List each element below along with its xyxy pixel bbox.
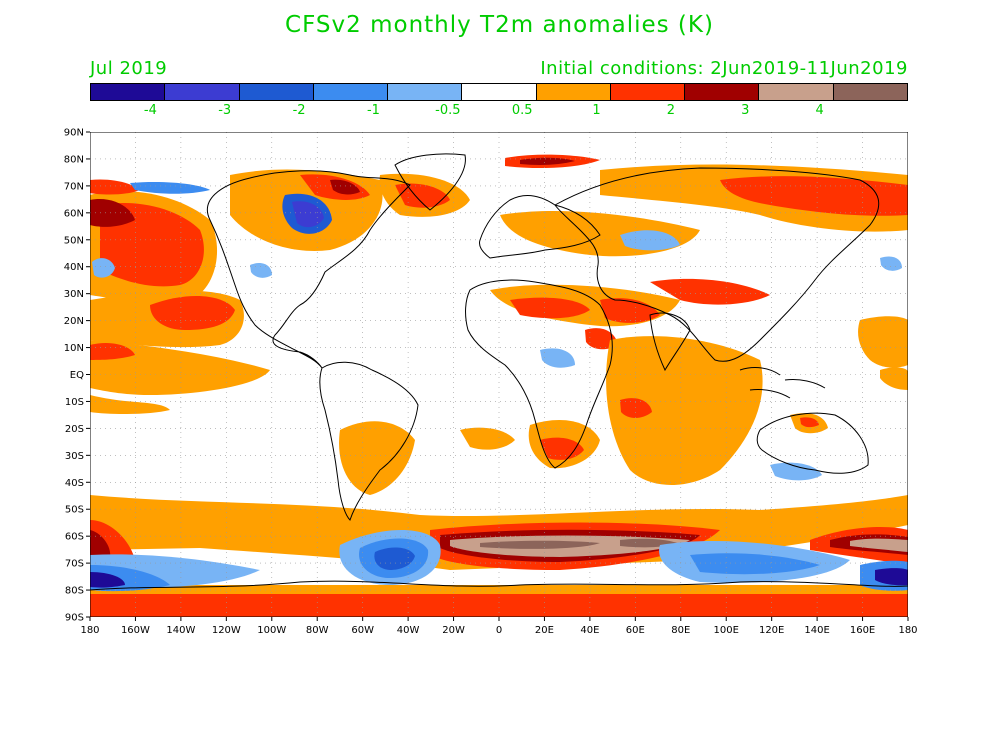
colorbar-swatch [313,84,389,100]
colorbar-label: 3 [741,103,750,118]
lon-tick-label: 80E [671,625,690,636]
lat-tick-label: 20S [65,424,84,435]
latitude-axis: 90N 80N 70N 60N 50N 40N 30N 20N 10N EQ 10S 20S 30S 40… [64,128,90,624]
colorbar-swatch [685,84,760,100]
lat-tick-label: 70S [65,559,84,570]
colorbar-label: -1 [366,103,380,118]
forecast-month: Jul 2019 [90,58,168,79]
colorbar-label: -3 [218,103,232,118]
page-title: CFSv2 monthly T2m anomalies (K) [285,12,714,38]
lon-tick-label: 180 [80,625,99,636]
colorbar-label: 1 [592,103,601,118]
lon-tick-label: 60E [626,625,645,636]
lat-tick-label: 80S [65,586,84,597]
lon-tick-label: 180 [898,625,917,636]
lat-tick-label: 50N [64,235,84,246]
colorbar-label: 4 [815,103,824,118]
lon-tick-label: 20W [442,625,465,636]
lon-tick-label: 100W [257,625,286,636]
coastlines [90,153,908,591]
antarctica-outline [90,580,908,591]
colorbar-label: -2 [292,103,306,118]
lat-tick-label: 80N [64,154,84,165]
lon-tick-label: 40W [397,625,420,636]
lat-tick-label: 10S [65,397,84,408]
colorbar-swatch [91,84,166,100]
lat-tick-label: 10N [64,343,84,354]
lon-tick-label: 140W [166,625,195,636]
australia-outline [756,412,869,474]
lon-tick-label: 160W [121,625,150,636]
greenland-outline [394,153,466,211]
lat-tick-label: 90S [65,613,84,624]
colorbar-swatch [759,84,834,100]
europe-outline [479,194,601,259]
lat-tick-label: 30S [65,451,84,462]
lon-tick-label: 20E [535,625,554,636]
colorbar-swatch [536,84,611,100]
lon-tick-label: 0 [496,625,502,636]
north-america-outline [207,170,411,369]
colorbar-label: 2 [666,103,676,118]
lon-tick-label: 40E [580,625,599,636]
colorbar-swatch [239,84,314,100]
colorbar-swatch [833,84,907,100]
lat-tick-label: 40S [65,478,84,489]
colorbar-swatch [462,84,537,100]
lon-tick-label: 120E [759,625,784,636]
lat-tick-label: 30N [64,289,84,300]
colorbar-swatch [610,84,686,100]
lat-tick-label: EQ [70,370,84,381]
india-outline [649,312,691,372]
initial-conditions: Initial conditions: 2Jun2019-11Jun2019 [540,58,908,79]
lon-tick-label: 60W [351,625,374,636]
lat-tick-label: 90N [64,128,84,139]
south-america-outline [319,361,419,521]
map-plot-area [90,132,908,617]
lon-tick-label: 160E [850,625,875,636]
lon-tick-label: 80W [306,625,329,636]
colorbar-swatch [165,84,240,100]
lat-tick-label: 60N [64,208,84,219]
colorbar-label: -0.5 [435,103,461,118]
indonesia-outline [739,367,826,399]
lat-tick-label: 50S [65,505,84,516]
africa-outline [465,279,613,469]
colorbar-label: -4 [143,103,157,118]
lon-tick-label: 120W [212,625,241,636]
colorbar [90,83,908,101]
antarctic-warm-band [90,593,908,617]
asia-outline [554,167,880,362]
colorbar-labels: -4 -3 -2 -1 -0.5 0.5 1 2 3 4 [90,103,908,121]
lon-tick-label: 140E [804,625,829,636]
lat-tick-label: 70N [64,181,84,192]
longitude-axis: 180 160W 140W 120W 100W 80W 60W 40W 20W 0 20E 40E 60… [80,617,918,636]
lon-tick-label: 100E [714,625,739,636]
lat-tick-label: 40N [64,262,84,273]
map-gridlines [90,132,908,617]
colorbar-label: 0.5 [511,103,533,118]
lat-tick-label: 60S [65,532,84,543]
colorbar-swatch [388,84,463,100]
lat-tick-label: 20N [64,316,84,327]
